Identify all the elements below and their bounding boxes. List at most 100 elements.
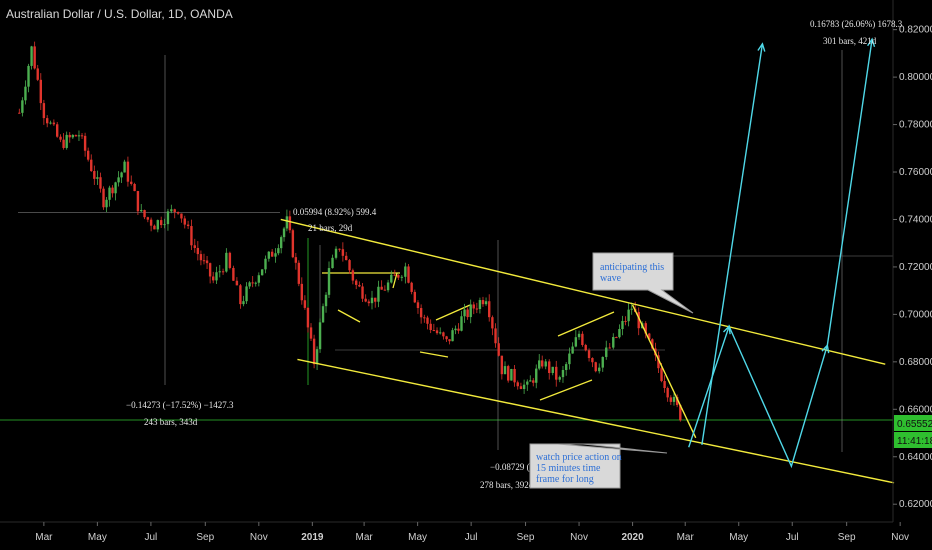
candle-body — [630, 308, 633, 310]
candle-body — [516, 382, 519, 387]
candle-body — [574, 337, 578, 347]
candle-body — [90, 159, 93, 172]
svg-text:15 minutes time: 15 minutes time — [536, 463, 601, 474]
candle-body — [442, 332, 445, 337]
candle-body — [225, 252, 228, 272]
pattern-line — [557, 311, 615, 337]
candle-body — [123, 161, 126, 173]
candle-body — [140, 210, 143, 212]
measure-annotation-4: 0.16783 (26.06%) 1678.3 301 bars, 421d — [810, 19, 903, 46]
candle-body — [679, 405, 682, 421]
candle-body — [355, 280, 358, 285]
candle-body — [445, 336, 448, 340]
measure-annotation-2: −0.14273 (−17.52%) −1427.3 243 bars, 343… — [126, 400, 234, 427]
candle-body — [324, 294, 328, 307]
candle-body — [558, 377, 561, 380]
y-tick-label: 0.68000 — [899, 357, 932, 368]
arrowhead — [723, 324, 731, 335]
candle-body — [407, 266, 410, 283]
candle-body — [457, 328, 460, 331]
candle-body — [429, 323, 432, 331]
candle-body — [65, 134, 68, 148]
candle-body — [637, 311, 640, 329]
candle-body — [315, 349, 319, 365]
candle-body — [568, 353, 571, 365]
candle-body — [228, 252, 232, 268]
time-axis: Mar May Jul Sep Nov 2019 Mar May Jul Sep Nov 2020 Ma… — [35, 522, 909, 543]
svg-text:frame for long: frame for long — [536, 474, 594, 485]
candle-body — [303, 300, 307, 308]
x-tick-label: Nov — [570, 532, 588, 543]
candle-body — [393, 274, 397, 276]
x-tick-label: Mar — [677, 532, 695, 543]
x-tick-label: 2019 — [301, 532, 324, 543]
candle-body — [235, 280, 239, 286]
candle-body — [288, 216, 292, 231]
candle-body — [651, 339, 654, 349]
candle-body — [297, 262, 301, 284]
candle-body — [507, 366, 510, 381]
x-tick-label: Jul — [145, 532, 158, 543]
candle-body — [180, 213, 183, 219]
candle-body — [522, 384, 526, 389]
candle-body — [555, 366, 558, 380]
x-tick-label: Sep — [196, 532, 214, 543]
x-tick-label: Jul — [786, 532, 799, 543]
candle-body — [497, 343, 500, 356]
trendline-descending-leg — [631, 304, 697, 439]
candle-body — [274, 253, 277, 257]
candle-body — [42, 103, 46, 119]
candle-body — [544, 361, 547, 367]
candle-body — [494, 328, 497, 344]
x-tick-label: Jul — [465, 532, 478, 543]
candle-body — [251, 282, 254, 284]
candle-body — [472, 304, 475, 309]
candle-body — [105, 199, 108, 208]
candle-body — [594, 362, 597, 372]
candle-body — [663, 381, 666, 389]
candle-body — [538, 360, 541, 369]
pattern-line — [392, 272, 398, 289]
candle-body — [535, 368, 538, 383]
candle-body — [666, 388, 669, 398]
candle-body — [199, 254, 203, 261]
candle-body — [190, 226, 193, 246]
candle-body — [377, 286, 380, 302]
candle-body — [615, 337, 618, 339]
candle-body — [571, 346, 574, 354]
candle-body — [605, 347, 608, 357]
candle-body — [46, 118, 49, 124]
candle-body — [248, 282, 251, 287]
x-tick-label: May — [88, 532, 107, 543]
candle-body — [370, 297, 374, 304]
candle-body — [193, 245, 196, 248]
price-series — [18, 41, 682, 422]
candle-body — [451, 330, 454, 342]
candle-body — [176, 211, 180, 214]
candle-body — [397, 275, 400, 278]
candle-body — [196, 247, 200, 255]
svg-text:0.05994 (8.92%) 599.4: 0.05994 (8.92%) 599.4 — [293, 207, 377, 217]
candle-body — [660, 368, 663, 382]
callout-watch[interactable]: watch price action on 15 minutes time fr… — [529, 443, 668, 489]
x-tick-label: 2020 — [621, 532, 644, 543]
candle-body — [218, 271, 221, 273]
candle-body — [285, 216, 289, 229]
candle-body — [211, 276, 215, 281]
candle-body — [80, 135, 84, 137]
candle-body — [149, 219, 153, 226]
y-tick-label: 0.72000 — [899, 262, 932, 273]
candle-body — [334, 248, 338, 258]
pattern-lines — [322, 272, 615, 401]
candle-body — [448, 339, 451, 342]
candle-body — [624, 320, 627, 322]
candle-body — [478, 300, 482, 309]
candle-body — [257, 275, 261, 283]
candle-body — [423, 317, 426, 319]
candle-body — [33, 46, 36, 69]
candle-body — [245, 286, 248, 302]
callout-anticipating[interactable]: anticipating this wave — [592, 252, 694, 314]
candle-body — [601, 356, 604, 368]
candle-body — [173, 209, 176, 212]
